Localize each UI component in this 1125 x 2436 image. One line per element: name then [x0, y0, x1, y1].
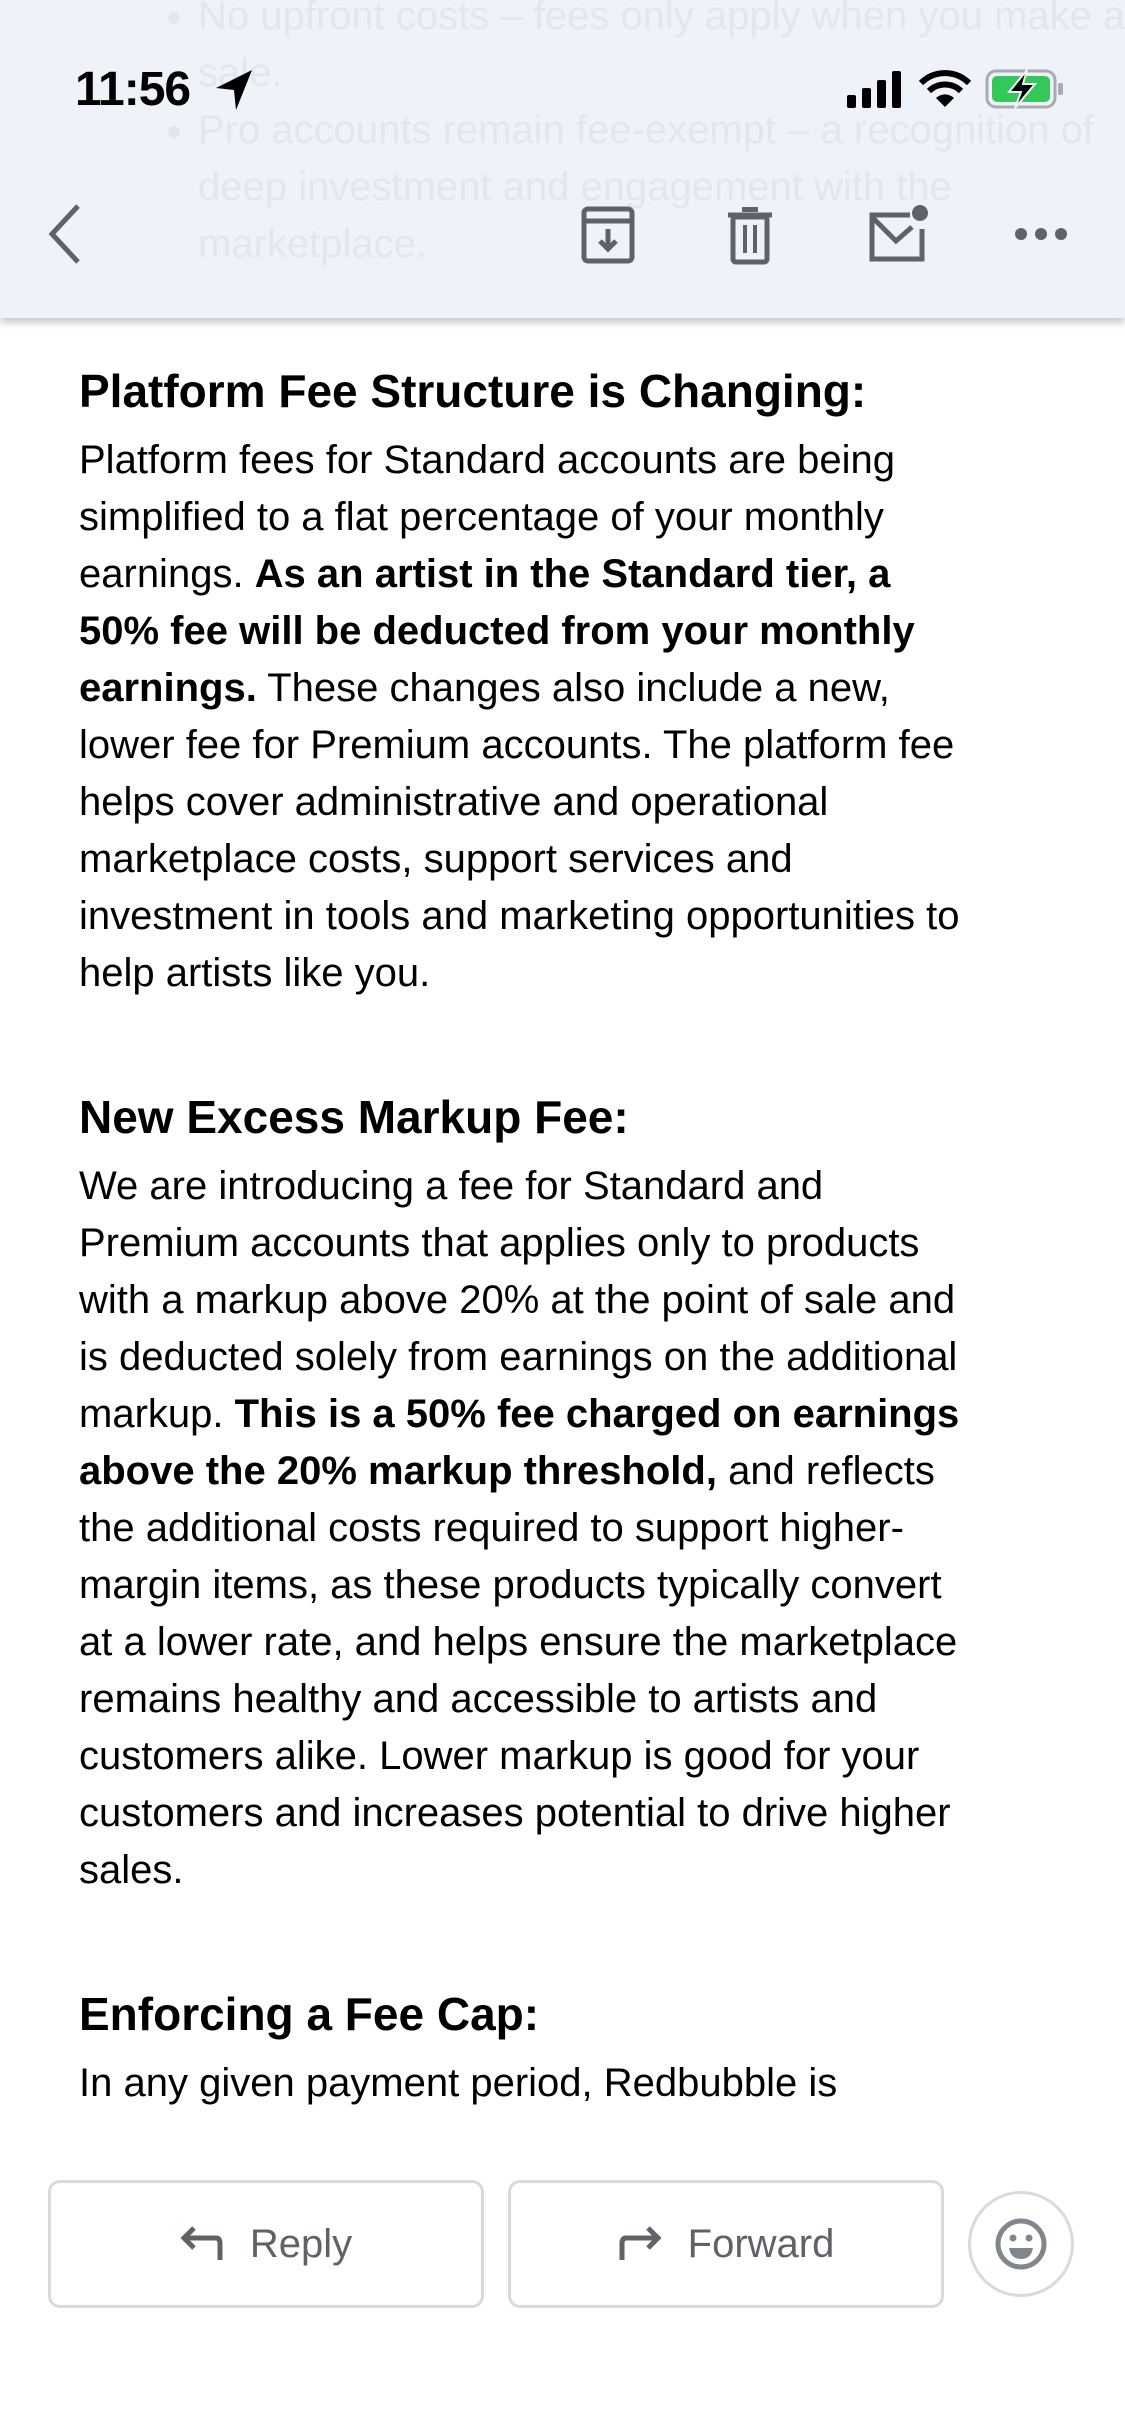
back-icon[interactable]: [44, 202, 84, 266]
text: earnings.: [79, 552, 255, 596]
text-line: We are introducing a fee for Standard an…: [79, 1158, 1079, 1215]
forward-label: Forward: [687, 2221, 835, 2266]
text: Platform fees for Standard accounts are …: [79, 438, 896, 482]
text-line: customers alike. Lower markup is good fo…: [79, 1728, 1079, 1785]
reply-label: Reply: [249, 2221, 353, 2266]
text-line: Premium accounts that applies only to pr…: [79, 1215, 1079, 1272]
text: marketplace costs, support services and: [79, 837, 793, 881]
text: We are introducing a fee for Standard an…: [79, 1164, 824, 1208]
bold-text: above the 20% markup threshold,: [79, 1449, 717, 1493]
wifi-icon: [919, 70, 971, 107]
add-reaction-button[interactable]: [968, 2191, 1074, 2297]
text: In any given payment period, Redbubble i…: [79, 2061, 838, 2105]
text: the additional costs required to support…: [79, 1506, 904, 1550]
section-heading: Enforcing a Fee Cap:: [79, 1988, 540, 2040]
text-line: customers and increases potential to dri…: [79, 1785, 1079, 1842]
text-line: is deducted solely from earnings on the …: [79, 1329, 1079, 1386]
section-paragraph: Platform fees for Standard accounts are …: [79, 432, 1079, 1002]
bold-text: 50% fee will be deducted from your month…: [79, 609, 915, 653]
text: simplified to a flat percentage of your …: [79, 495, 884, 539]
text: markup.: [79, 1392, 235, 1436]
text-line: above the 20% markup threshold, and refl…: [79, 1443, 1079, 1500]
text: lower fee for Premium accounts. The plat…: [79, 723, 955, 767]
text-line: investment in tools and marketing opport…: [79, 888, 1079, 945]
text: customers and increases potential to dri…: [79, 1791, 951, 1835]
text-line: markup. This is a 50% fee charged on ear…: [79, 1386, 1079, 1443]
section-paragraph: We are introducing a fee for Standard an…: [79, 1158, 1079, 1899]
text-line: at a lower rate, and helps ensure the ma…: [79, 1614, 1079, 1671]
text: investment in tools and marketing opport…: [79, 894, 960, 938]
text-line: 50% fee will be deducted from your month…: [79, 603, 1079, 660]
text: helps cover administrative and operation…: [79, 780, 829, 824]
text: help artists like you.: [79, 951, 431, 995]
top-bar: No upfront costs – fees only apply when …: [0, 0, 1125, 318]
cellular-signal-icon: [847, 71, 901, 108]
email-section: Enforcing a Fee Cap: In any given payment…: [79, 1983, 1079, 2112]
text: with a markup above 20% at the point of …: [79, 1278, 956, 1322]
forward-button[interactable]: Forward: [508, 2180, 944, 2308]
trash-icon[interactable]: [726, 205, 774, 265]
bold-text: This is a 50% fee charged on earnings: [234, 1392, 960, 1436]
scrolled-content-behind-header: No upfront costs – fees only apply when …: [152, 0, 1125, 273]
forward-icon: [619, 2226, 662, 2260]
text-line: In any given payment period, Redbubble i…: [79, 2055, 1079, 2112]
text-line: earnings. These changes also include a n…: [79, 660, 1079, 717]
status-time: 11:56: [75, 63, 191, 116]
ghost-bullet: Pro accounts remain fee-exempt – a recog…: [198, 102, 1125, 273]
text-line: remains healthy and accessible to artist…: [79, 1671, 1079, 1728]
archive-icon[interactable]: [580, 205, 636, 265]
email-section: New Excess Markup Fee: We are introducing…: [79, 1086, 1079, 1899]
text-line: help artists like you.: [79, 945, 1079, 1002]
ghost-bullet: No upfront costs – fees only apply when …: [198, 0, 1125, 102]
text: and reflects: [716, 1449, 935, 1493]
emoji-icon: [995, 2218, 1047, 2270]
mark-unread-icon[interactable]: [866, 203, 930, 265]
section-paragraph: In any given payment period, Redbubble i…: [79, 2055, 1079, 2112]
text: customers alike. Lower markup is good fo…: [79, 1734, 920, 1778]
bold-text: As an artist in the Standard tier, a: [254, 552, 891, 596]
text-line: lower fee for Premium accounts. The plat…: [79, 717, 1079, 774]
text: at a lower rate, and helps ensure the ma…: [79, 1620, 958, 1664]
text-line: earnings. As an artist in the Standard t…: [79, 546, 1079, 603]
text: is deducted solely from earnings on the …: [79, 1335, 958, 1379]
more-icon[interactable]: [1013, 226, 1069, 242]
text-line: the additional costs required to support…: [79, 1500, 1079, 1557]
reply-icon: [180, 2226, 223, 2260]
text: Premium accounts that applies only to pr…: [79, 1221, 920, 1265]
text-line: Platform fees for Standard accounts are …: [79, 432, 1079, 489]
battery-charging-icon: [985, 69, 1063, 109]
section-heading: New Excess Markup Fee:: [79, 1091, 629, 1143]
text: These changes also include a new,: [256, 666, 890, 710]
bold-text: earnings.: [79, 666, 257, 710]
text: margin items, as these products typicall…: [79, 1563, 942, 1607]
text-line: simplified to a flat percentage of your …: [79, 489, 1079, 546]
section-heading: Platform Fee Structure is Changing:: [79, 365, 867, 417]
text-line: marketplace costs, support services and: [79, 831, 1079, 888]
text-line: with a markup above 20% at the point of …: [79, 1272, 1079, 1329]
text: remains healthy and accessible to artist…: [79, 1677, 878, 1721]
email-body: Platform Fee Structure is Changing: Platf…: [79, 360, 1079, 2196]
reply-button[interactable]: Reply: [48, 2180, 484, 2308]
text-line: margin items, as these products typicall…: [79, 1557, 1079, 1614]
email-section: Platform Fee Structure is Changing: Platf…: [79, 360, 1079, 1002]
text-line: sales.: [79, 1842, 1079, 1899]
text-line: helps cover administrative and operation…: [79, 774, 1079, 831]
text: sales.: [79, 1848, 184, 1892]
location-arrow-icon: [216, 70, 252, 110]
